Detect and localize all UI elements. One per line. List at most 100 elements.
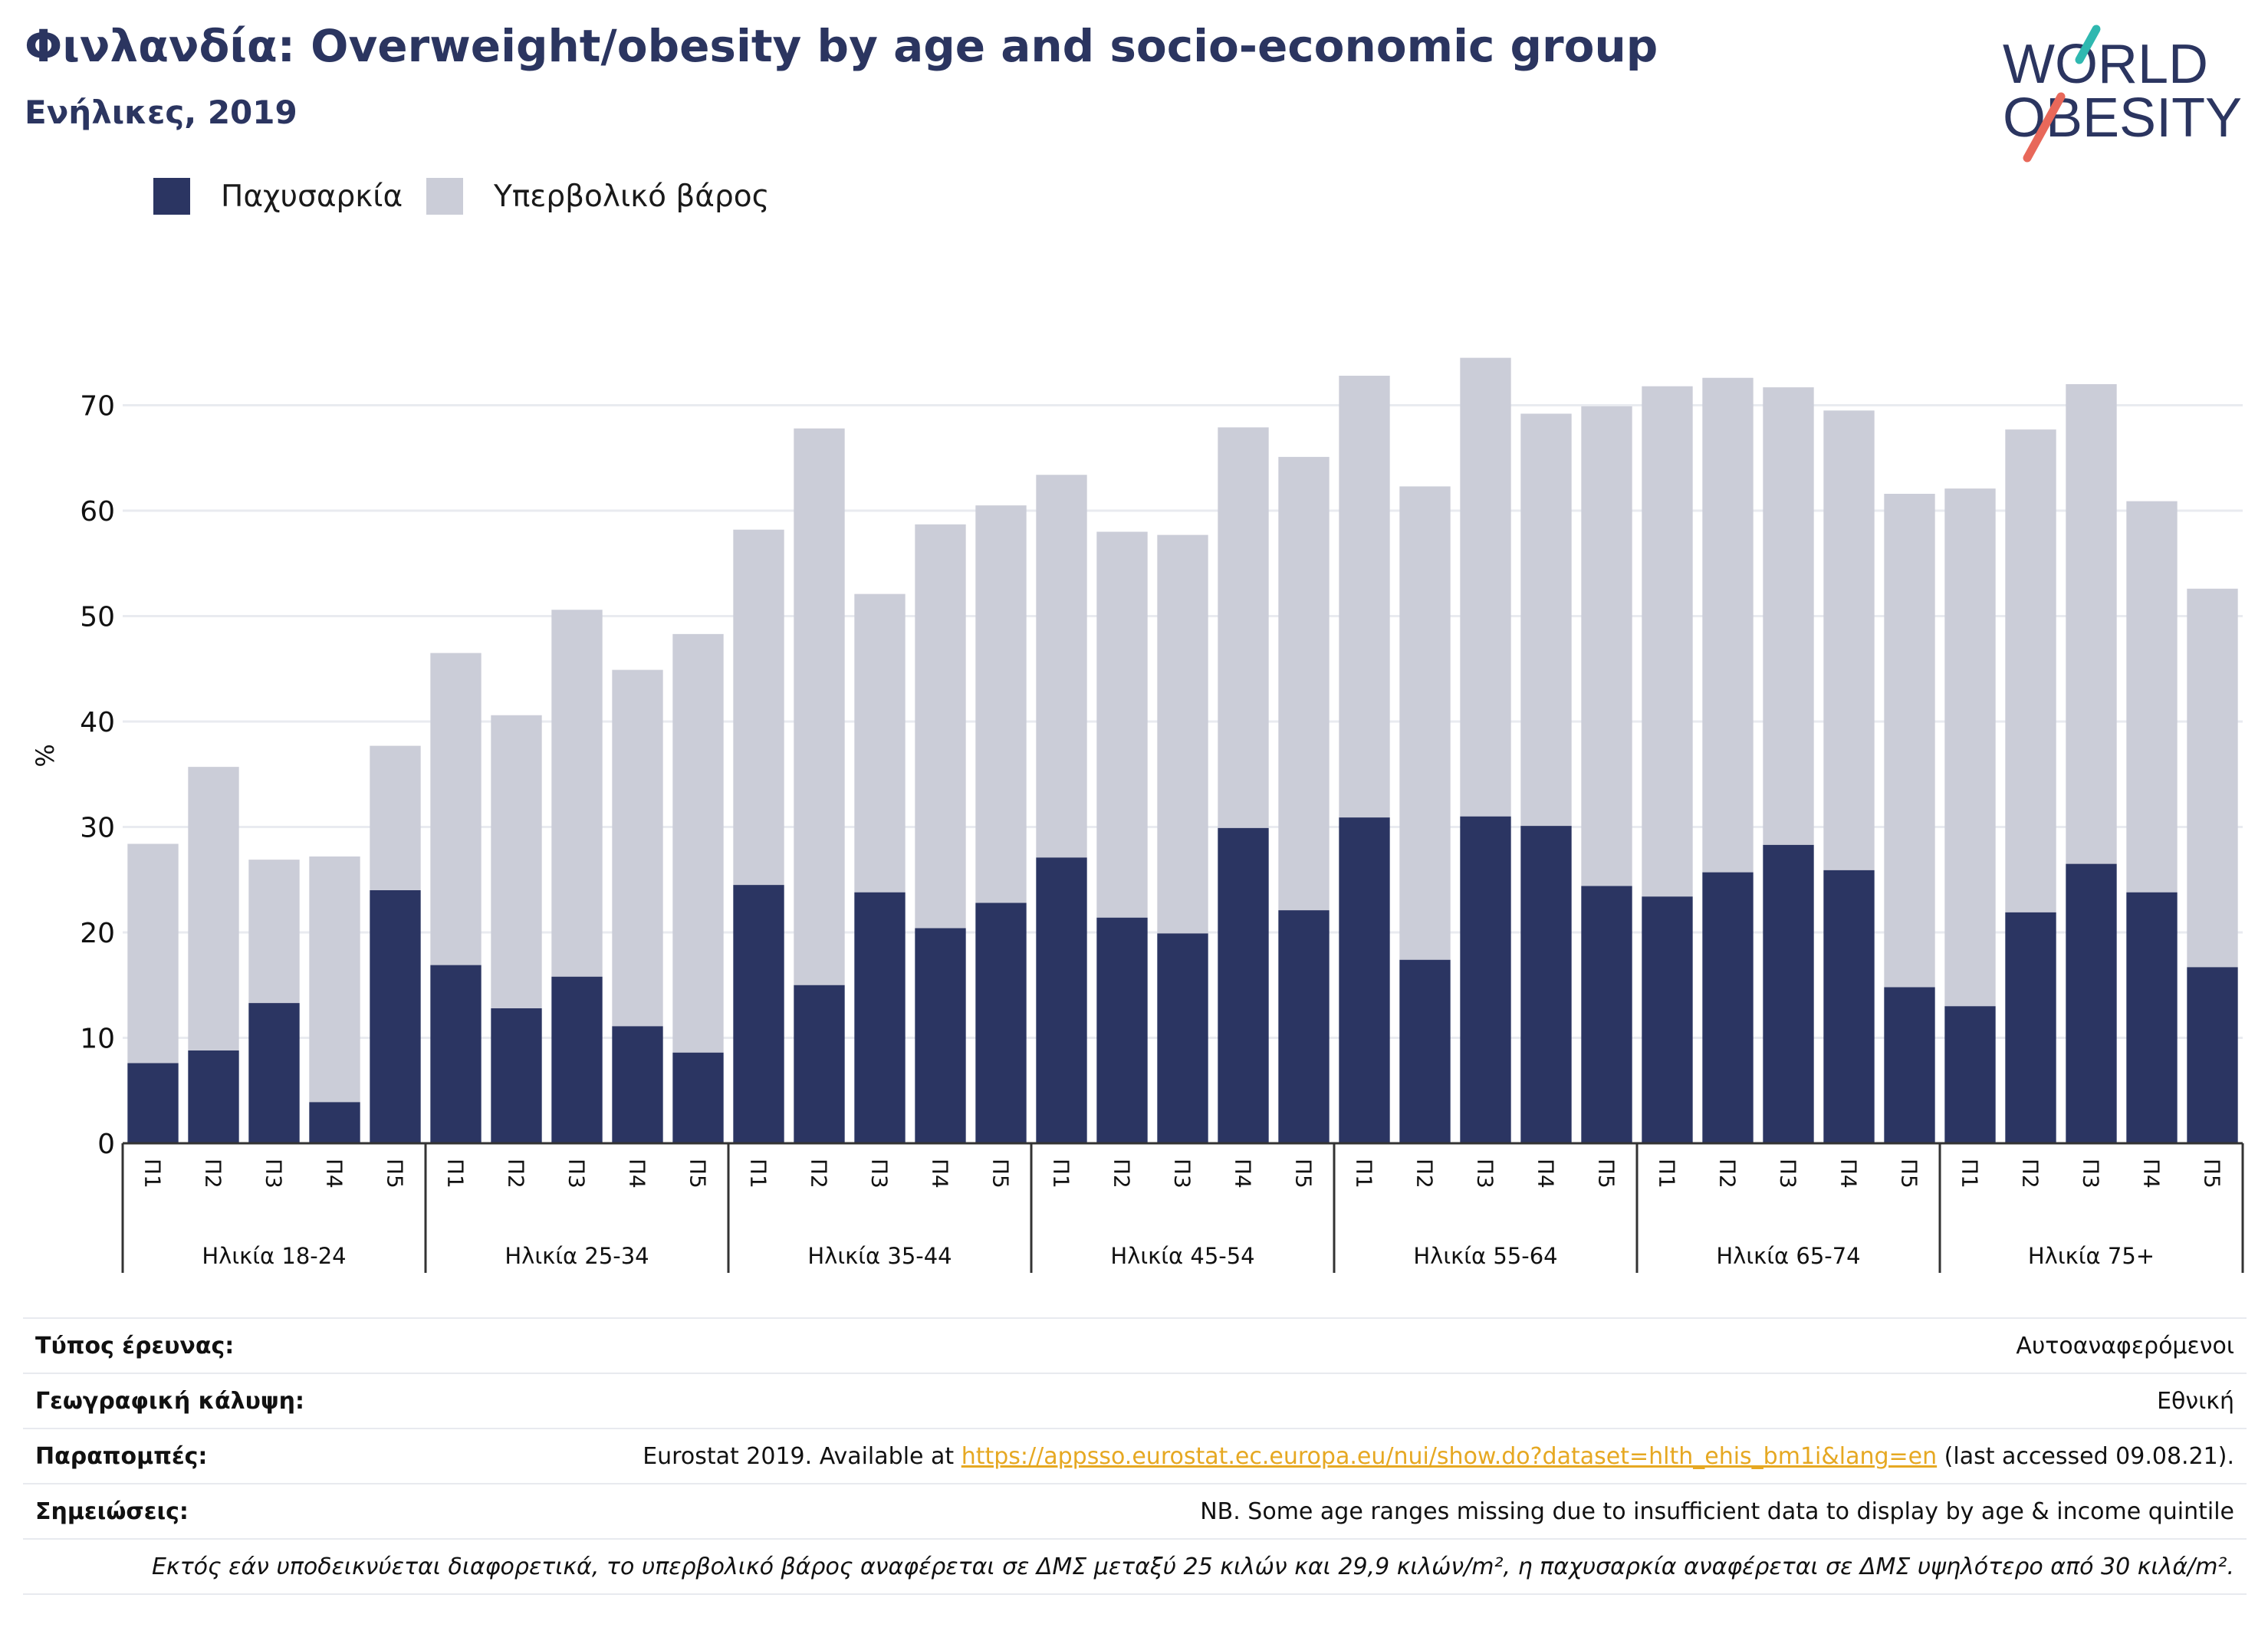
bar-obesity (1036, 857, 1087, 1143)
x-tick-label: Π5 (988, 1159, 1014, 1189)
bar-overweight (612, 669, 663, 1027)
bar-obesity (1218, 827, 1269, 1143)
bar-overweight (309, 856, 360, 1103)
legend-item-overweight: Υπερβολικό βάρος (426, 176, 770, 216)
group-label: Ηλικία 45-54 (1110, 1243, 1254, 1269)
bar-obesity (127, 1063, 179, 1143)
x-tick-label: Π5 (2200, 1159, 2225, 1189)
bar-overweight (1581, 406, 1632, 886)
bar-overweight (2187, 588, 2238, 968)
group-label: Ηλικία 25-34 (505, 1243, 649, 1269)
world-obesity-logo: WORLD OBESITY (2003, 25, 2242, 163)
bar-obesity (794, 985, 845, 1143)
x-tick-label: Π4 (1231, 1159, 1256, 1189)
bar-obesity (370, 890, 421, 1143)
logo-line1: WORLD (2003, 34, 2208, 95)
y-tick-label: 60 (80, 496, 115, 528)
bar-overweight (1157, 534, 1208, 934)
bar-obesity (672, 1052, 724, 1143)
x-tick-label: Π3 (2079, 1159, 2104, 1189)
bar-overweight (188, 767, 239, 1050)
x-tick-label: Π1 (1049, 1159, 1074, 1189)
coverage-value: Εθνική (2157, 1388, 2234, 1415)
x-tick-label: Π4 (1836, 1159, 1862, 1189)
page-title: Φινλανδία: Overweight/obesity by age and… (25, 20, 1658, 72)
group-label: Ηλικία 65-74 (1716, 1243, 1860, 1269)
info-row-footnote: Εκτός εάν υποδεικνύεται διαφορετικά, το … (23, 1538, 2247, 1595)
bar-obesity (1581, 886, 1632, 1143)
bar-obesity (1399, 959, 1451, 1143)
bar-obesity (612, 1026, 663, 1143)
x-tick-label: Π4 (1533, 1159, 1559, 1189)
bar-obesity (309, 1102, 360, 1143)
references-prefix: Eurostat 2019. Available at (643, 1443, 961, 1470)
bar-obesity (248, 1003, 300, 1143)
bar-obesity (2066, 863, 2117, 1143)
bar-overweight (370, 745, 421, 890)
bar-overweight (1036, 475, 1087, 858)
stacked-bar-chart: 0 10 20 30 40 50 60 70% Π1 Π2 Π3 Π4 Π5 Π1 Π2 Π3 Π4 Π5 Π1 Π2… (31, 357, 2244, 1273)
x-tick-label: Π1 (746, 1159, 771, 1189)
bar-obesity (1339, 817, 1390, 1143)
bar-obesity (975, 902, 1027, 1143)
x-tick-label: Π5 (1897, 1159, 1922, 1189)
notes-label: Σημειώσεις: (35, 1498, 189, 1525)
x-tick-label: Π1 (1352, 1159, 1377, 1189)
legend-item-obesity: Παχυσαρκία (153, 176, 403, 216)
x-tick-label: Π2 (201, 1159, 226, 1189)
bar-overweight (915, 524, 966, 929)
bar-overweight (794, 428, 845, 985)
bar-overweight (1460, 357, 1511, 817)
x-tick-label: Π5 (1291, 1159, 1316, 1189)
notes-value: NB. Some age ranges missing due to insuf… (1200, 1498, 2234, 1525)
y-tick-label: 10 (80, 1024, 115, 1055)
y-tick-label: 0 (97, 1129, 115, 1160)
bar-obesity (2005, 912, 2056, 1143)
x-tick-label: Π3 (867, 1159, 892, 1189)
info-row-survey: Τύπος έρευνας: Αυτοαναφερόμενοι (23, 1317, 2247, 1373)
x-tick-label: Π2 (1412, 1159, 1438, 1189)
bar-overweight (672, 633, 724, 1053)
bar-overweight (551, 610, 603, 977)
x-tick-label: Π2 (807, 1159, 832, 1189)
legend-label-obesity: Παχυσαρκία (221, 179, 403, 214)
x-tick-label: Π3 (1473, 1159, 1498, 1189)
bar-overweight (430, 653, 482, 965)
references-suffix: (last accessed 09.08.21). (1937, 1443, 2234, 1470)
bar-obesity (1944, 1006, 1996, 1143)
group-label: Ηλικία 18-24 (202, 1243, 346, 1269)
x-tick-label: Π5 (383, 1159, 408, 1189)
bar-obesity (491, 1008, 542, 1143)
x-tick-label: Π3 (564, 1159, 590, 1189)
bar-obesity (1884, 987, 1935, 1143)
bar-obesity (733, 885, 784, 1143)
x-tick-label: Π4 (928, 1159, 953, 1189)
x-tick-label: Π4 (2139, 1159, 2164, 1189)
bar-overweight (1520, 413, 1572, 827)
coverage-label: Γεωγραφική κάλυψη: (35, 1388, 305, 1415)
bar-overweight (1944, 488, 1996, 1007)
bar-obesity (854, 892, 906, 1143)
x-tick-label: Π4 (322, 1159, 347, 1189)
references-value: Eurostat 2019. Available at https://apps… (643, 1443, 2234, 1470)
x-tick-label: Π2 (1109, 1159, 1135, 1189)
info-row-coverage: Γεωγραφική κάλυψη: Εθνική (23, 1373, 2247, 1428)
bar-overweight (1884, 494, 1935, 988)
bar-overweight (2126, 501, 2178, 893)
x-tick-label: Π3 (1776, 1159, 1801, 1189)
definition-footnote: Εκτός εάν υποδεικνύεται διαφορετικά, το … (151, 1553, 2234, 1580)
y-tick-label: 70 (80, 391, 115, 422)
bar-overweight (1642, 386, 1693, 897)
bar-overweight (1096, 531, 1148, 918)
bar-obesity (1763, 844, 1814, 1143)
survey-type-label: Τύπος έρευνας: (35, 1333, 235, 1359)
logo-slash-teal (2075, 25, 2101, 64)
info-row-notes: Σημειώσεις: NB. Some age ranges missing … (23, 1483, 2247, 1538)
legend-swatch-obesity (153, 178, 190, 215)
info-row-references: Παραπομπές: Eurostat 2019. Available at … (23, 1428, 2247, 1483)
survey-type-value: Αυτοαναφερόμενοι (2016, 1333, 2234, 1359)
eurostat-link[interactable]: https://appsso.eurostat.ec.europa.eu/nui… (961, 1443, 1938, 1470)
bar-overweight (1823, 410, 1875, 870)
x-tick-label: Π1 (1957, 1159, 1983, 1189)
bar-overweight (1339, 376, 1390, 818)
